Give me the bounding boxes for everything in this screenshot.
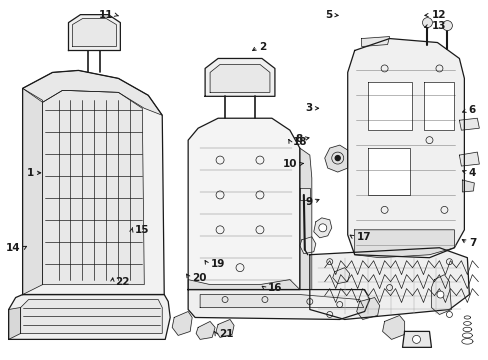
Polygon shape	[361, 37, 389, 46]
Text: 8: 8	[295, 134, 303, 144]
Text: 21: 21	[219, 329, 233, 339]
Text: 4: 4	[468, 168, 475, 178]
Polygon shape	[9, 294, 170, 339]
Circle shape	[331, 152, 343, 164]
Text: 14: 14	[5, 243, 20, 253]
Polygon shape	[216, 319, 234, 337]
Text: 3: 3	[305, 103, 312, 113]
Text: 22: 22	[115, 277, 129, 287]
Polygon shape	[356, 298, 379, 319]
Polygon shape	[354, 230, 453, 258]
Polygon shape	[188, 289, 369, 319]
Polygon shape	[20, 300, 162, 333]
Polygon shape	[462, 180, 473, 192]
Polygon shape	[196, 321, 215, 339]
Polygon shape	[458, 152, 478, 166]
Polygon shape	[402, 332, 430, 347]
Text: 19: 19	[210, 259, 224, 269]
Polygon shape	[22, 71, 162, 115]
Text: 7: 7	[468, 238, 475, 248]
Text: 17: 17	[356, 232, 370, 242]
Polygon shape	[382, 315, 404, 339]
Polygon shape	[68, 15, 120, 50]
Circle shape	[422, 18, 431, 28]
Text: 16: 16	[267, 283, 282, 293]
Polygon shape	[22, 71, 164, 294]
Polygon shape	[72, 19, 116, 46]
Text: 18: 18	[293, 138, 307, 147]
Circle shape	[412, 336, 420, 343]
Circle shape	[335, 156, 340, 161]
Text: 12: 12	[431, 10, 446, 20]
Text: 20: 20	[191, 273, 206, 283]
Polygon shape	[188, 280, 299, 289]
Polygon shape	[172, 311, 192, 336]
Polygon shape	[458, 118, 478, 130]
Polygon shape	[430, 275, 450, 315]
Polygon shape	[313, 218, 331, 238]
Polygon shape	[9, 307, 20, 339]
Polygon shape	[424, 82, 453, 130]
Text: 9: 9	[305, 197, 312, 207]
Polygon shape	[299, 148, 311, 289]
Circle shape	[318, 224, 326, 232]
Text: 10: 10	[282, 159, 297, 169]
Circle shape	[442, 21, 451, 31]
Text: 2: 2	[259, 42, 266, 52]
Polygon shape	[299, 237, 315, 254]
Text: 15: 15	[135, 225, 149, 235]
Polygon shape	[204, 58, 274, 96]
Text: 1: 1	[26, 168, 34, 178]
Polygon shape	[200, 294, 363, 307]
Polygon shape	[188, 118, 299, 289]
Polygon shape	[22, 88, 42, 294]
Polygon shape	[332, 268, 349, 284]
Text: 13: 13	[431, 21, 446, 31]
Circle shape	[436, 291, 443, 298]
Polygon shape	[324, 145, 347, 172]
Polygon shape	[299, 188, 309, 200]
Polygon shape	[367, 82, 411, 130]
Polygon shape	[210, 64, 269, 92]
Polygon shape	[367, 148, 408, 195]
Text: 5: 5	[325, 10, 331, 20]
Text: 11: 11	[98, 10, 113, 20]
Polygon shape	[347, 39, 464, 258]
Polygon shape	[42, 90, 144, 285]
Polygon shape	[309, 248, 468, 319]
Text: 6: 6	[468, 105, 475, 115]
